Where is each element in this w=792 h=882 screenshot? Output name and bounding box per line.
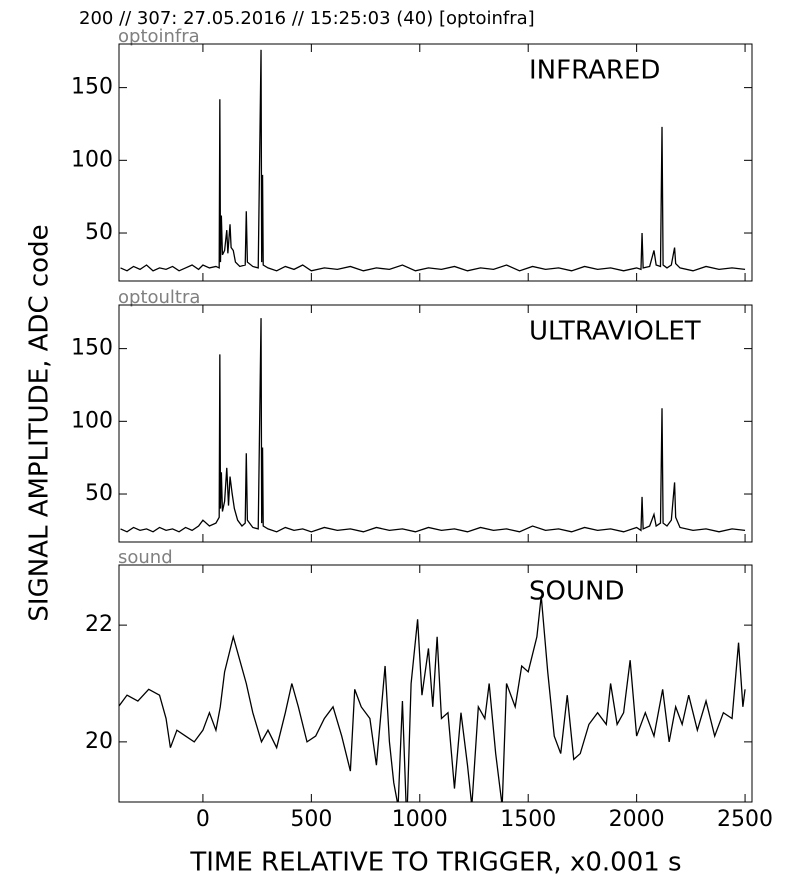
panel-label: sound [118, 547, 173, 568]
y-tick-label: 100 [71, 147, 113, 172]
signal-line [119, 595, 746, 802]
y-tick-label: 150 [71, 336, 113, 361]
panel-title: SOUND [529, 577, 624, 607]
panel-label: optoultra [118, 287, 200, 308]
y-tick-label: 22 [85, 612, 113, 637]
y-tick-label: 100 [71, 408, 113, 433]
signal-line [120, 318, 746, 533]
panel-title: ULTRAVIOLET [529, 317, 701, 347]
y-tick-label: 150 [71, 75, 113, 100]
x-tick-label: 2500 [717, 807, 773, 832]
x-tick-label: 1000 [392, 807, 448, 832]
x-tick-label: 500 [290, 807, 332, 832]
x-tick-label: 1500 [500, 807, 556, 832]
y-tick-label: 20 [85, 729, 113, 754]
x-tick-label: 0 [196, 807, 210, 832]
plot-frame [118, 43, 753, 282]
y-axis-label: SIGNAL AMPLITUDE, ADC code [25, 224, 55, 621]
header: 200 // 307: 27.05.2016 // 15:25:03 (40) … [79, 8, 535, 29]
x-tick-label: 2000 [609, 807, 665, 832]
x-axis-label: TIME RELATIVE TO TRIGGER, x0.001 s [189, 848, 681, 878]
y-tick-label: 50 [85, 481, 113, 506]
plot-frame [118, 304, 753, 543]
y-tick-label: 50 [85, 220, 113, 245]
plot-frame [118, 564, 753, 803]
panel-title: INFRARED [529, 56, 660, 86]
panel-label: optoinfra [118, 26, 200, 47]
signal-line [120, 49, 746, 272]
